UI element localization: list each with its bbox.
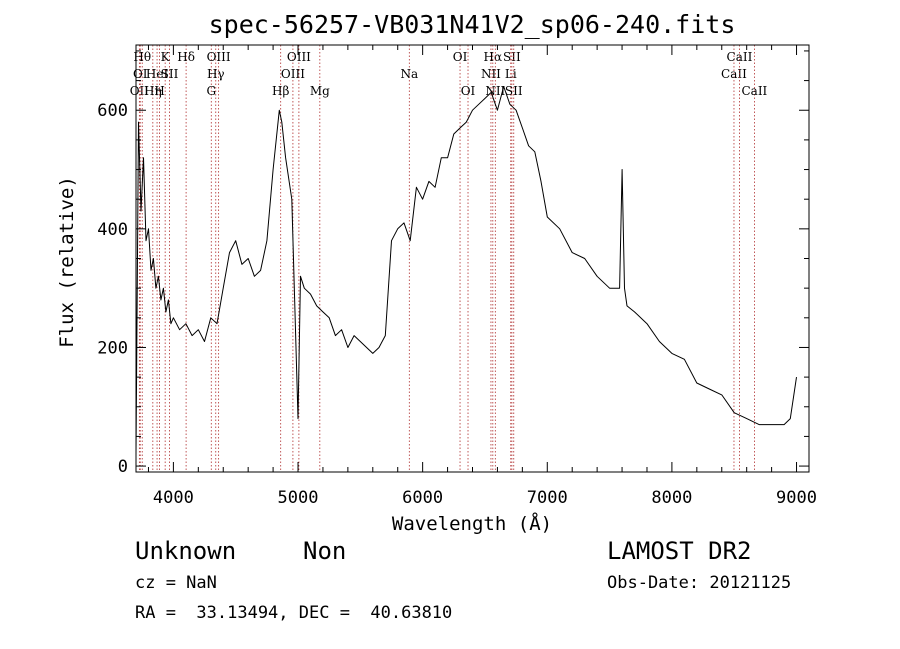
- x-tick-label: 4000: [153, 488, 194, 508]
- line-marker-label: HeI: [146, 67, 169, 81]
- y-tick-label: 0: [118, 457, 128, 477]
- plot-frame: [135, 44, 810, 473]
- x-tick-label: 7000: [527, 488, 568, 508]
- line-marker-label: G: [206, 84, 216, 98]
- line-marker-label: H: [154, 84, 164, 98]
- series-group: [135, 86, 797, 455]
- line-marker-label: SII: [505, 84, 523, 98]
- line-marker-label: NII: [481, 67, 501, 81]
- line-marker-label: OI: [133, 67, 148, 81]
- line-marker-label: OIII: [287, 50, 311, 64]
- y-tick-label: 200: [97, 338, 128, 358]
- coordinates: RA = 33.13494, DEC = 40.63810: [135, 603, 453, 623]
- line-marker-label: OII: [130, 84, 150, 98]
- line-marker-label: K: [161, 50, 171, 64]
- line-marker-label: Hα: [484, 50, 503, 64]
- line-markers: OIIOIHθHηHeIHKSIIHδGHγOIIIHβOIIIOIIIMgNa…: [130, 45, 768, 472]
- line-marker-label: OI: [453, 50, 468, 64]
- object-subclass: Non: [303, 537, 347, 565]
- chart-title: spec-56257-VB031N41V2_sp06-240.fits: [209, 10, 736, 39]
- line-marker-label: Hγ: [207, 67, 225, 81]
- survey-name: LAMOST DR2: [607, 537, 752, 565]
- line-marker-label: Mg: [310, 84, 330, 98]
- line-marker-label: Hβ: [272, 84, 289, 98]
- line-marker-label: Hθ: [133, 50, 151, 64]
- line-marker-label: CaII: [741, 84, 767, 98]
- x-tick-label: 9000: [776, 488, 817, 508]
- x-axis-label: Wavelength (Å): [392, 512, 552, 535]
- y-tick-label: 400: [97, 220, 128, 240]
- line-marker-label: OIII: [207, 50, 231, 64]
- y-tick-label: 600: [97, 101, 128, 121]
- line-marker-label: SII: [161, 67, 179, 81]
- x-axis: 4000 5000 6000 7000 8000 9000: [147, 45, 817, 508]
- x-tick-label: 8000: [651, 488, 692, 508]
- obs-date: Obs-Date: 20121125: [607, 573, 792, 593]
- line-marker-label: CaII: [727, 50, 753, 64]
- line-marker-label: OIII: [281, 67, 305, 81]
- line-marker-label: Li: [505, 67, 517, 81]
- object-class: Unknown: [135, 537, 237, 565]
- y-axis-label: Flux (relative): [56, 176, 78, 348]
- line-marker-label: Hδ: [177, 50, 195, 64]
- line-marker-label: Na: [400, 67, 418, 81]
- x-tick-label: 6000: [402, 488, 443, 508]
- line-marker-label: SII: [503, 50, 521, 64]
- line-marker-label: NII: [485, 84, 505, 98]
- line-marker-label: CaII: [721, 67, 747, 81]
- line-marker-label: OI: [461, 84, 476, 98]
- y-axis: 0 200 400 600: [97, 50, 809, 477]
- redshift-cz: cz = NaN: [135, 573, 217, 593]
- series-line: [135, 86, 797, 455]
- x-tick-label: 5000: [278, 488, 319, 508]
